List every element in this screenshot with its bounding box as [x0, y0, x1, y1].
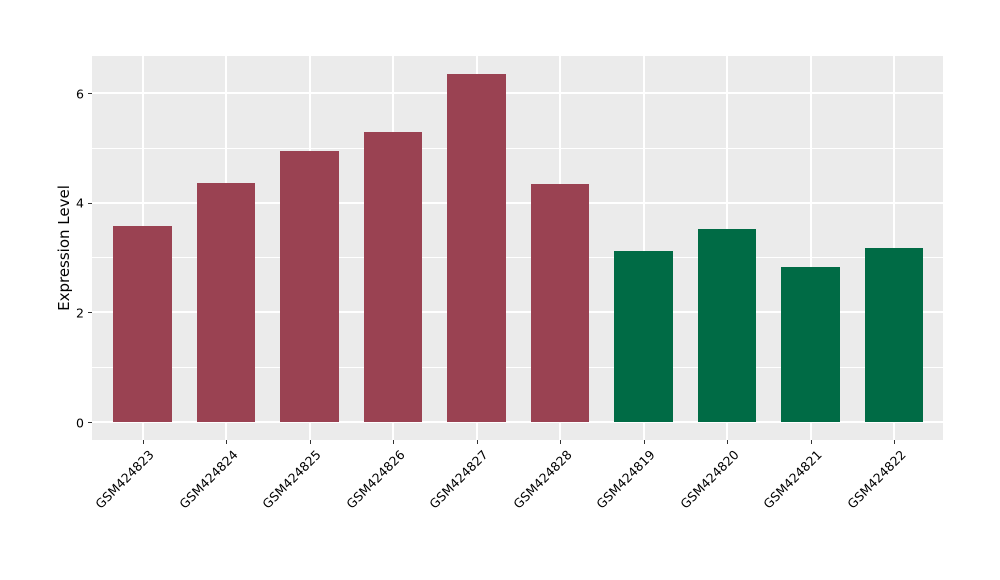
- y-tick-mark-4: [88, 202, 92, 204]
- bar-GSM424823: [113, 226, 172, 422]
- x-tick-mark-GSM424827: [476, 440, 478, 444]
- y-tick-label-6: 6: [76, 86, 84, 102]
- bar-GSM424822: [864, 248, 924, 422]
- x-tick-mark-GSM424822: [894, 440, 895, 444]
- x-tick-label-GSM424824: GSM424824: [176, 447, 241, 512]
- x-tick-label-GSM424827: GSM424827: [426, 447, 492, 512]
- bar-GSM424819: [614, 250, 673, 422]
- major-gridline-y6: [92, 92, 943, 95]
- y-tick-mark-0: [88, 422, 92, 423]
- vertical-gridline-GSM424822: [893, 56, 895, 440]
- x-tick-label-GSM424828: GSM424828: [510, 447, 575, 512]
- x-tick-label-GSM424822: GSM424822: [844, 447, 909, 512]
- x-tick-label-GSM424825: GSM424825: [259, 447, 325, 512]
- bar-GSM424827: [447, 74, 506, 422]
- y-tick-mark-6: [88, 93, 92, 95]
- x-tick-label-GSM424826: GSM424826: [343, 447, 408, 512]
- bar-GSM424828: [530, 183, 590, 422]
- vertical-gridline-GSM424819: [642, 56, 645, 440]
- x-tick-label-GSM424821: GSM424821: [760, 447, 826, 512]
- plot-panel: [92, 56, 943, 440]
- y-tick-label-2: 2: [76, 305, 84, 321]
- x-tick-mark-GSM424828: [560, 440, 561, 444]
- x-tick-mark-GSM424820: [727, 440, 728, 444]
- bar-GSM424824: [196, 183, 256, 422]
- x-tick-label-GSM424823: GSM424823: [92, 447, 158, 512]
- vertical-gridline-GSM424821: [809, 56, 812, 440]
- major-gridline-y4: [92, 201, 943, 204]
- x-tick-mark-GSM424823: [142, 440, 144, 444]
- major-gridline-y2: [92, 311, 943, 314]
- x-tick-mark-GSM424819: [643, 440, 645, 444]
- y-tick-mark-2: [88, 312, 92, 314]
- x-tick-mark-GSM424821: [810, 440, 812, 444]
- minor-gridline-y1: [92, 366, 943, 368]
- bar-GSM424825: [280, 151, 339, 422]
- x-tick-mark-GSM424825: [309, 440, 311, 444]
- x-tick-mark-GSM424826: [393, 440, 394, 444]
- bar-GSM424820: [697, 228, 757, 422]
- minor-gridline-y3: [92, 257, 943, 259]
- x-tick-mark-GSM424824: [226, 440, 227, 444]
- x-tick-label-GSM424819: GSM424819: [593, 447, 659, 512]
- minor-gridline-y5: [92, 147, 943, 149]
- y-tick-label-0: 0: [76, 415, 84, 430]
- bar-GSM424821: [781, 266, 840, 422]
- bar-GSM424826: [363, 132, 423, 422]
- major-gridline-y0: [92, 421, 943, 423]
- x-tick-label-GSM424820: GSM424820: [677, 447, 742, 512]
- y-tick-label-4: 4: [76, 195, 84, 211]
